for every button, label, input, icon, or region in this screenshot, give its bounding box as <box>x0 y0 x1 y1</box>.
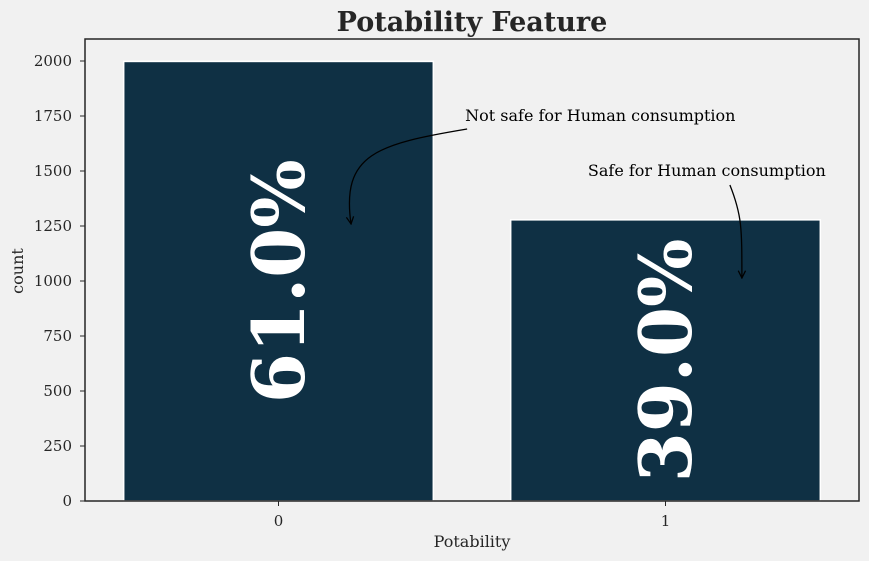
y-tick-label-1000: 1000 <box>34 272 72 290</box>
bar-label-1: 39.0% <box>623 239 708 483</box>
annotation-arrow-not-safe <box>349 128 468 224</box>
y-tick-label-1250: 1250 <box>34 217 72 235</box>
annotation-arrow-safe <box>729 184 742 278</box>
y-tick-label-250: 250 <box>43 437 72 455</box>
bar-0 <box>122 60 435 502</box>
axes-frame <box>84 38 860 502</box>
y-tick-label-0: 0 <box>62 492 72 510</box>
y-tick-label-1750: 1750 <box>34 107 72 125</box>
bar-1 <box>509 219 822 502</box>
annotation-not-safe: Not safe for Human consumption <box>465 106 735 125</box>
y-tick-label-1500: 1500 <box>34 162 72 180</box>
y-tick-label-500: 500 <box>43 382 72 400</box>
y-axis-label: count <box>8 248 27 294</box>
bar-label-0: 61.0% <box>236 159 321 403</box>
x-axis-label: Potability <box>434 532 511 551</box>
plot-area: 61.0% 0 39.0% 1 0 250 500 750 1000 1250 1500 1750 20… <box>34 38 860 530</box>
y-tick-label-750: 750 <box>43 327 72 345</box>
chart-title: Potability Feature <box>337 7 608 38</box>
y-tick-label-2000: 2000 <box>34 52 72 70</box>
x-tick-label-0: 0 <box>274 512 284 530</box>
annotation-safe: Safe for Human consumption <box>588 161 826 180</box>
x-tick-label-1: 1 <box>661 512 671 530</box>
